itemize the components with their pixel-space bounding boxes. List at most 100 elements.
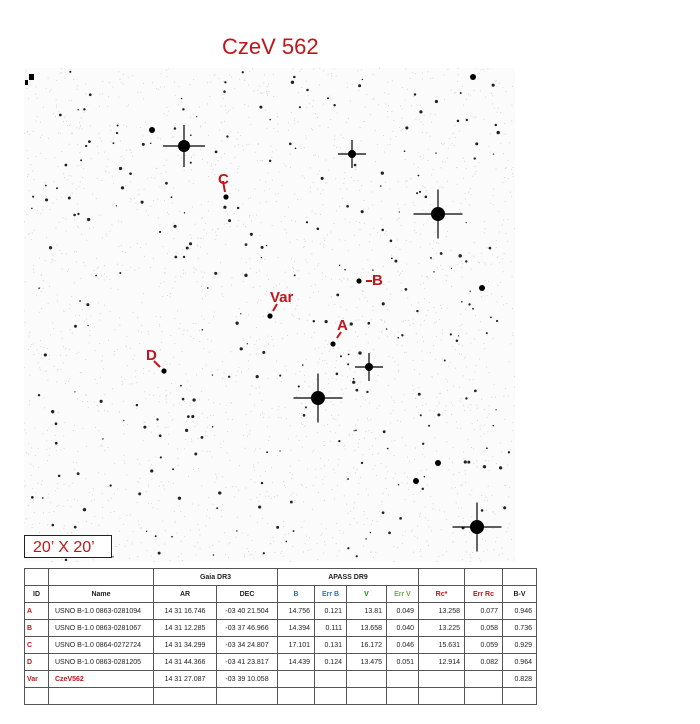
noise-dot (335, 360, 337, 362)
noise-dot (57, 368, 59, 370)
noise-dot (182, 560, 184, 562)
noise-dot (205, 364, 207, 366)
noise-dot (160, 316, 162, 318)
label-c: C (218, 171, 229, 188)
noise-dot (461, 484, 463, 486)
noise-dot (111, 175, 113, 177)
noise-dot (427, 148, 429, 150)
noise-dot (268, 343, 270, 345)
noise-dot (455, 502, 457, 504)
noise-dot (24, 310, 25, 312)
noise-dot (310, 548, 312, 550)
noise-dot (284, 216, 286, 218)
noise-dot (432, 376, 434, 378)
noise-dot (70, 175, 72, 177)
noise-dot (451, 345, 453, 347)
noise-dot (244, 225, 246, 227)
noise-dot (486, 416, 488, 418)
star (45, 198, 49, 202)
noise-dot (93, 227, 95, 229)
noise-dot (45, 87, 47, 89)
noise-dot (50, 89, 52, 91)
noise-dot (274, 496, 276, 498)
noise-dot (463, 458, 465, 460)
noise-dot (180, 540, 182, 542)
noise-dot (513, 376, 515, 378)
noise-dot (339, 278, 341, 280)
noise-dot (468, 93, 470, 95)
table-cell: 0.121 (314, 602, 347, 620)
star (37, 393, 41, 397)
noise-dot (190, 157, 192, 159)
star (180, 384, 182, 387)
noise-dot (404, 159, 406, 161)
noise-dot (362, 545, 364, 547)
noise-dot (305, 138, 307, 140)
star (260, 481, 264, 485)
noise-dot (491, 93, 493, 95)
star (109, 484, 112, 487)
noise-dot (165, 402, 167, 404)
noise-dot (426, 132, 428, 134)
noise-dot (460, 313, 462, 315)
noise-dot (293, 501, 295, 503)
noise-dot (158, 545, 160, 547)
noise-dot (494, 513, 496, 515)
noise-dot (499, 111, 501, 113)
star (380, 171, 384, 175)
noise-dot (333, 107, 335, 109)
noise-dot (447, 389, 449, 391)
noise-dot (77, 144, 79, 146)
noise-dot (256, 160, 258, 162)
star (86, 303, 90, 307)
noise-dot (402, 320, 404, 322)
noise-dot (90, 315, 92, 317)
noise-dot (324, 540, 326, 542)
noise-dot (384, 92, 386, 94)
noise-dot (413, 369, 415, 371)
noise-dot (478, 358, 480, 360)
noise-dot (176, 252, 178, 254)
noise-dot (321, 533, 323, 535)
noise-dot (372, 305, 374, 307)
noise-dot (271, 338, 273, 340)
noise-dot (276, 378, 278, 380)
noise-dot (166, 394, 168, 396)
noise-dot (250, 478, 252, 480)
noise-dot (183, 269, 185, 271)
star (214, 271, 218, 275)
noise-dot (141, 302, 143, 304)
noise-dot (58, 111, 60, 113)
noise-dot (72, 430, 74, 432)
table-cell: 14 31 44.366 (153, 653, 217, 671)
star (268, 159, 272, 163)
noise-dot (91, 522, 93, 524)
noise-dot (484, 263, 486, 265)
star-field (24, 68, 515, 562)
star (186, 415, 190, 418)
star (398, 211, 401, 213)
noise-dot (24, 367, 25, 369)
noise-dot (286, 294, 288, 296)
noise-dot (354, 472, 356, 474)
noise-dot (241, 145, 243, 147)
noise-dot (211, 163, 213, 165)
noise-dot (159, 349, 161, 351)
noise-dot (219, 262, 221, 264)
noise-dot (319, 68, 321, 69)
noise-dot (502, 258, 504, 260)
noise-dot (359, 357, 361, 359)
noise-dot (71, 332, 73, 334)
noise-dot (39, 369, 41, 371)
noise-dot (291, 219, 293, 221)
noise-dot (119, 324, 121, 326)
noise-dot (70, 69, 72, 71)
noise-dot (126, 474, 128, 476)
noise-dot (314, 284, 316, 286)
noise-dot (122, 400, 124, 402)
noise-dot (97, 410, 99, 412)
noise-dot (454, 487, 456, 489)
noise-dot (378, 337, 380, 339)
noise-dot (213, 402, 215, 404)
noise-dot (468, 532, 470, 534)
